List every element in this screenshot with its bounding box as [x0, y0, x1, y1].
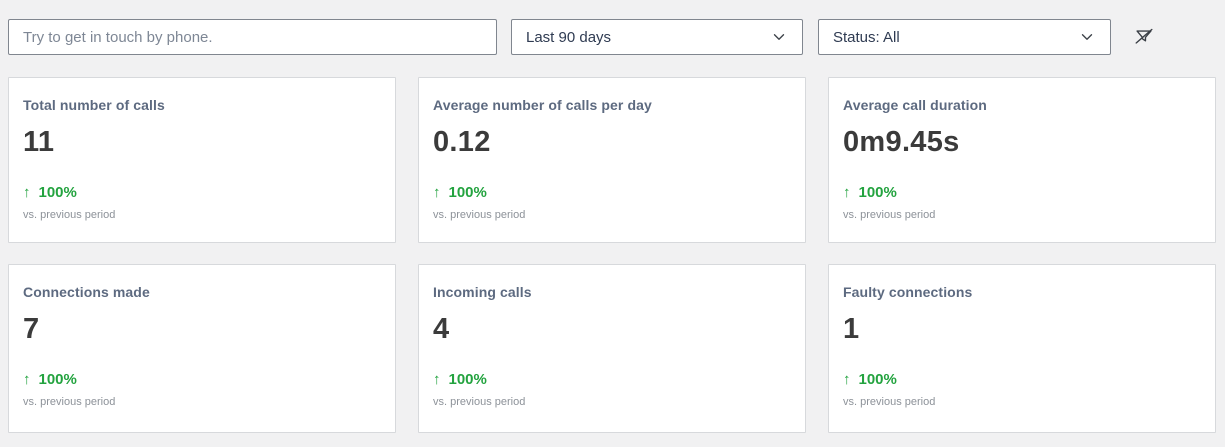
- card-title: Total number of calls: [23, 97, 165, 113]
- change-percent: 100%: [38, 371, 77, 388]
- card-change: ↑ 100%: [843, 371, 1201, 388]
- card-value: 4: [433, 313, 450, 345]
- chevron-down-icon: [770, 28, 788, 46]
- card-title: Average call duration: [843, 97, 987, 113]
- comparison-label: vs. previous period: [433, 209, 526, 221]
- up-arrow-icon: ↑: [843, 371, 851, 388]
- date-range-value: Last 90 days: [526, 28, 612, 46]
- comparison-label: vs. previous period: [433, 396, 526, 408]
- filter-bar: Last 90 days Status: All: [0, 0, 1225, 55]
- card-title: Connections made: [23, 284, 150, 300]
- chevron-down-icon: [1078, 28, 1096, 46]
- stat-card-avg-calls-per-day: Average number of calls per day 0.12 ↑ 1…: [418, 77, 806, 243]
- change-percent: 100%: [448, 371, 487, 388]
- card-change: ↑ 100%: [23, 371, 381, 388]
- card-change: ↑ 100%: [433, 371, 791, 388]
- change-percent: 100%: [38, 184, 77, 201]
- stats-cards-grid: Total number of calls 11 ↑ 100% vs. prev…: [0, 55, 1225, 433]
- card-value: 0m9.45s: [843, 126, 960, 158]
- filter-off-icon: [1133, 26, 1155, 48]
- card-value: 1: [843, 313, 860, 345]
- status-value: Status: All: [833, 28, 900, 46]
- search-input[interactable]: [8, 19, 497, 55]
- card-change: ↑ 100%: [433, 184, 791, 201]
- comparison-label: vs. previous period: [843, 396, 936, 408]
- card-value: 0.12: [433, 126, 491, 158]
- up-arrow-icon: ↑: [433, 184, 441, 201]
- change-percent: 100%: [448, 184, 487, 201]
- comparison-label: vs. previous period: [843, 209, 936, 221]
- card-title: Faulty connections: [843, 284, 973, 300]
- stat-card-avg-call-duration: Average call duration 0m9.45s ↑ 100% vs.…: [828, 77, 1216, 243]
- card-change: ↑ 100%: [843, 184, 1201, 201]
- comparison-label: vs. previous period: [23, 396, 116, 408]
- card-title: Incoming calls: [433, 284, 532, 300]
- date-range-select[interactable]: Last 90 days: [511, 19, 803, 55]
- up-arrow-icon: ↑: [433, 371, 441, 388]
- card-value: 11: [23, 126, 55, 158]
- status-select[interactable]: Status: All: [818, 19, 1111, 55]
- stat-card-faulty-connections: Faulty connections 1 ↑ 100% vs. previous…: [828, 264, 1216, 433]
- up-arrow-icon: ↑: [23, 371, 31, 388]
- change-percent: 100%: [858, 184, 897, 201]
- change-percent: 100%: [858, 371, 897, 388]
- clear-filters-button[interactable]: [1129, 22, 1159, 52]
- card-value: 7: [23, 313, 40, 345]
- comparison-label: vs. previous period: [23, 209, 116, 221]
- stat-card-incoming-calls: Incoming calls 4 ↑ 100% vs. previous per…: [418, 264, 806, 433]
- stat-card-connections-made: Connections made 7 ↑ 100% vs. previous p…: [8, 264, 396, 433]
- card-title: Average number of calls per day: [433, 97, 652, 113]
- stat-card-total-calls: Total number of calls 11 ↑ 100% vs. prev…: [8, 77, 396, 243]
- up-arrow-icon: ↑: [843, 184, 851, 201]
- up-arrow-icon: ↑: [23, 184, 31, 201]
- card-change: ↑ 100%: [23, 184, 381, 201]
